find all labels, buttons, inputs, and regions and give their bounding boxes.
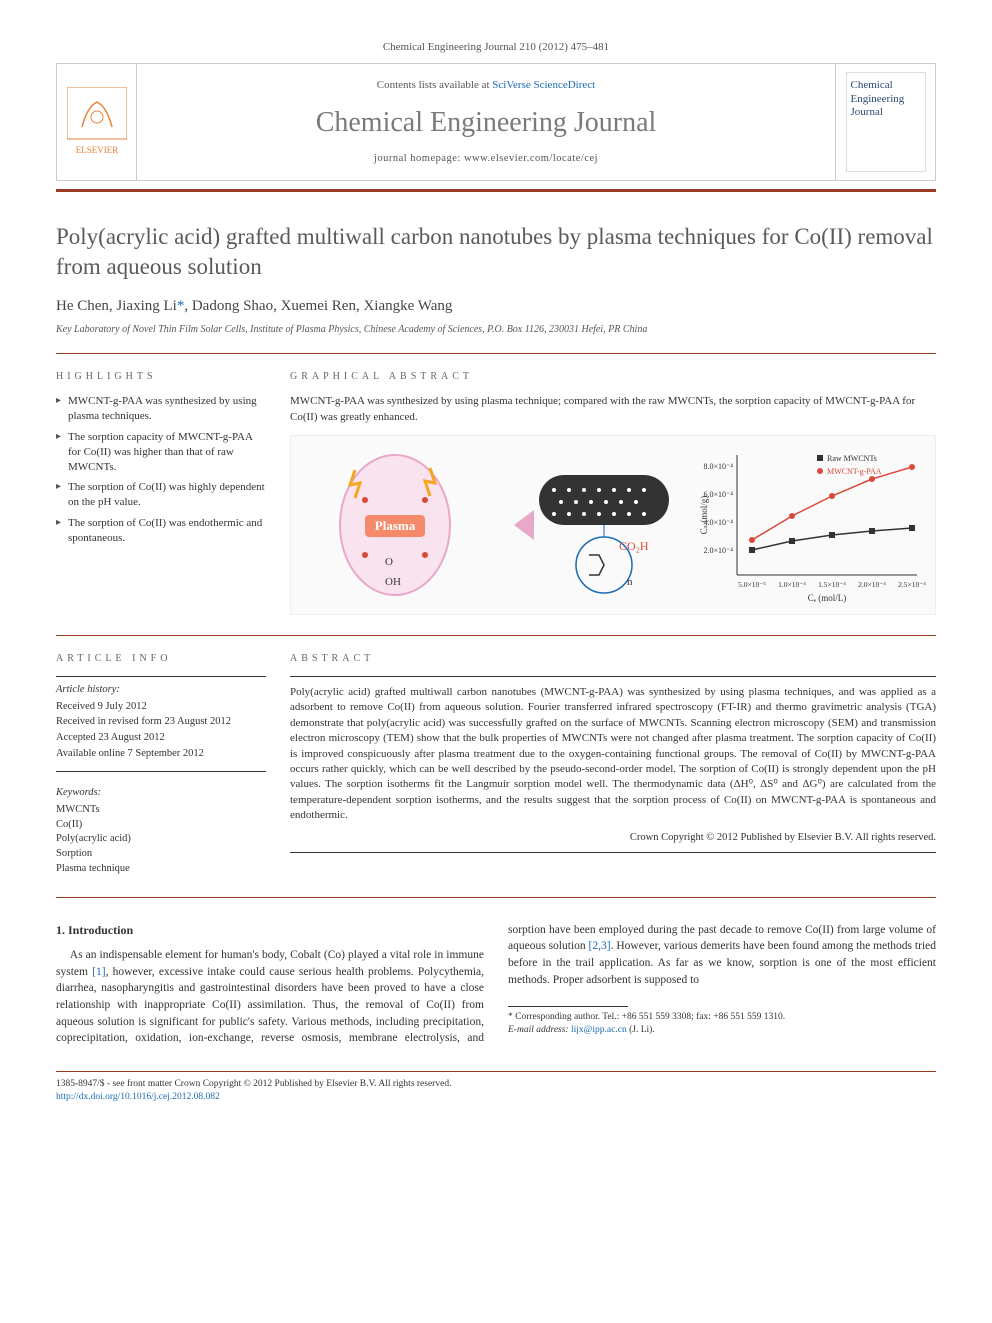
highlights-heading: HIGHLIGHTS — [56, 370, 266, 384]
email-link[interactable]: lijx@ipp.ac.cn — [571, 1025, 627, 1035]
header-center: Contents lists available at SciVerse Sci… — [137, 64, 835, 180]
email-suffix: (J. Li). — [627, 1025, 655, 1035]
highlight-item: The sorption capacity of MWCNT-g-PAA for… — [56, 430, 266, 475]
footer-rule — [56, 1071, 936, 1072]
plasma-schematic-icon: Plasma O OH — [335, 450, 455, 600]
keyword: Co(II) — [56, 818, 266, 833]
highlight-item: The sorption of Co(II) was highly depend… — [56, 480, 266, 510]
keyword: Plasma technique — [56, 862, 266, 877]
rule-1 — [56, 353, 936, 354]
contents-prefix: Contents lists available at — [377, 79, 492, 91]
xtick-label: 2.0×10⁻⁴ — [858, 580, 886, 589]
ylabel: Cₛ (mol/g) — [699, 496, 709, 535]
homepage-line: journal homepage: www.elsevier.com/locat… — [374, 152, 598, 167]
ai-rule-2 — [56, 771, 266, 772]
email-label: E-mail address: — [508, 1025, 571, 1035]
ref-link-23[interactable]: [2,3] — [589, 940, 611, 952]
journal-name: Chemical Engineering Journal — [316, 103, 657, 142]
monomer-o-label: O — [385, 556, 393, 568]
article-history: Article history: Received 9 July 2012 Re… — [56, 683, 266, 761]
sciencedirect-link[interactable]: SciVerse ScienceDirect — [492, 79, 595, 91]
publisher-logo-cell: ELSEVIER — [57, 64, 137, 180]
xtick-label: 1.5×10⁻⁴ — [818, 580, 846, 589]
ga-panel-cnt: CO₂H n — [498, 450, 689, 600]
highlight-item: The sorption of Co(II) was endothermic a… — [56, 516, 266, 546]
homepage-prefix: journal homepage: — [374, 153, 464, 164]
ga-figure: Plasma O OH — [290, 435, 936, 615]
cover-cell: Chemical Engineering Journal — [835, 64, 935, 180]
ga-heading: GRAPHICAL ABSTRACT — [290, 370, 936, 384]
xtick-label: 2.5×10⁻⁴ — [898, 580, 926, 589]
doi-link[interactable]: http://dx.doi.org/10.1016/j.cej.2012.08.… — [56, 1092, 220, 1102]
keyword: Poly(acrylic acid) — [56, 832, 266, 847]
info-abstract-row: ARTICLE INFO Article history: Received 9… — [56, 652, 936, 877]
history-line: Received 9 July 2012 — [56, 700, 266, 715]
article-info-col: ARTICLE INFO Article history: Received 9… — [56, 652, 266, 877]
abstract-col: ABSTRACT Poly(acrylic acid) grafted mult… — [290, 652, 936, 877]
ai-rule — [56, 676, 266, 677]
journal-cover-thumb: Chemical Engineering Journal — [846, 72, 926, 172]
authors-line: He Chen, Jiaxing Li*, Dadong Shao, Xueme… — [56, 296, 936, 317]
rule-2 — [56, 635, 936, 636]
section-1-heading: 1. Introduction — [56, 922, 484, 939]
keyword: Sorption — [56, 847, 266, 862]
article-info-heading: ARTICLE INFO — [56, 652, 266, 666]
homepage-url[interactable]: www.elsevier.com/locate/cej — [464, 153, 598, 164]
xtick-label: 5.0×10⁻⁵ — [738, 580, 766, 589]
highlight-item: MWCNT-g-PAA was synthesized by using pla… — [56, 394, 266, 424]
body-columns: 1. Introduction As an indispensable elem… — [56, 922, 936, 1047]
cnt-schematic-icon: CO₂H n — [509, 450, 679, 600]
history-line: Available online 7 September 2012 — [56, 747, 266, 762]
publisher-name: ELSEVIER — [75, 145, 118, 155]
abs-rule — [290, 676, 936, 677]
history-line: Accepted 23 August 2012 — [56, 731, 266, 746]
footer-copyright: 1385-8947/$ - see front matter Crown Cop… — [56, 1078, 936, 1091]
ytick-label: 8.0×10⁻⁴ — [703, 462, 733, 471]
xlabel: Cₑ (mol/L) — [808, 593, 847, 603]
ga-caption: MWCNT-g-PAA was synthesized by using pla… — [290, 394, 936, 425]
authors-rest: , Dadong Shao, Xuemei Ren, Xiangke Wang — [184, 298, 452, 314]
footnote-rule — [508, 1006, 628, 1007]
keywords-label: Keywords: — [56, 786, 266, 801]
sorption-chart-icon: 2.0×10⁻⁴ 4.0×10⁻⁴ 6.0×10⁻⁴ 8.0×10⁻⁴ 5.0×… — [697, 445, 927, 605]
monomer-oh-label: OH — [385, 576, 401, 588]
article-title: Poly(acrylic acid) grafted multiwall car… — [56, 222, 936, 282]
history-label: Article history: — [56, 683, 266, 698]
abstract-heading: ABSTRACT — [290, 652, 936, 666]
legend-raw: Raw MWCNTs — [827, 454, 877, 463]
section-title: Introduction — [68, 923, 133, 937]
legend-paa: MWCNT-g-PAA — [827, 467, 882, 476]
abstract-copyright: Crown Copyright © 2012 Published by Else… — [290, 831, 936, 846]
journal-header: ELSEVIER Contents lists available at Sci… — [56, 63, 936, 181]
highlights-list: MWCNT-g-PAA was synthesized by using pla… — [56, 394, 266, 546]
rule-3 — [56, 897, 936, 898]
elsevier-logo-icon: ELSEVIER — [67, 87, 127, 157]
history-line: Received in revised form 23 August 2012 — [56, 715, 266, 730]
ga-panel-plasma: Plasma O OH — [299, 450, 490, 600]
monomer-n-label: n — [627, 576, 633, 588]
xtick-label: 1.0×10⁻⁴ — [778, 580, 806, 589]
corresponding-footnote: * Corresponding author. Tel.: +86 551 55… — [508, 1011, 936, 1036]
ref-link-1[interactable]: [1] — [92, 966, 105, 978]
corr-email-line: E-mail address: lijx@ipp.ac.cn (J. Li). — [508, 1024, 936, 1036]
highlights-ga-row: HIGHLIGHTS MWCNT-g-PAA was synthesized b… — [56, 370, 936, 615]
authors-first: He Chen, Jiaxing Li — [56, 298, 177, 314]
graphical-abstract-col: GRAPHICAL ABSTRACT MWCNT-g-PAA was synth… — [290, 370, 936, 615]
corr-tel-fax: * Corresponding author. Tel.: +86 551 55… — [508, 1011, 936, 1023]
highlights-col: HIGHLIGHTS MWCNT-g-PAA was synthesized b… — [56, 370, 266, 615]
ga-panel-chart: 2.0×10⁻⁴ 4.0×10⁻⁴ 6.0×10⁻⁴ 8.0×10⁻⁴ 5.0×… — [697, 445, 927, 605]
header-rule — [56, 189, 936, 192]
affiliation: Key Laboratory of Novel Thin Film Solar … — [56, 323, 936, 337]
plasma-label: Plasma — [374, 518, 415, 533]
section-number: 1. — [56, 923, 65, 937]
keywords-block: Keywords: MWCNTs Co(II) Poly(acrylic aci… — [56, 786, 266, 876]
contents-line: Contents lists available at SciVerse Sci… — [377, 78, 595, 93]
citation-line: Chemical Engineering Journal 210 (2012) … — [56, 40, 936, 55]
co2h-label: CO₂H — [619, 539, 649, 553]
keyword: MWCNTs — [56, 803, 266, 818]
ytick-label: 2.0×10⁻⁴ — [703, 546, 733, 555]
footer: 1385-8947/$ - see front matter Crown Cop… — [56, 1078, 936, 1105]
abs-rule-2 — [290, 852, 936, 853]
abstract-text: Poly(acrylic acid) grafted multiwall car… — [290, 685, 936, 824]
